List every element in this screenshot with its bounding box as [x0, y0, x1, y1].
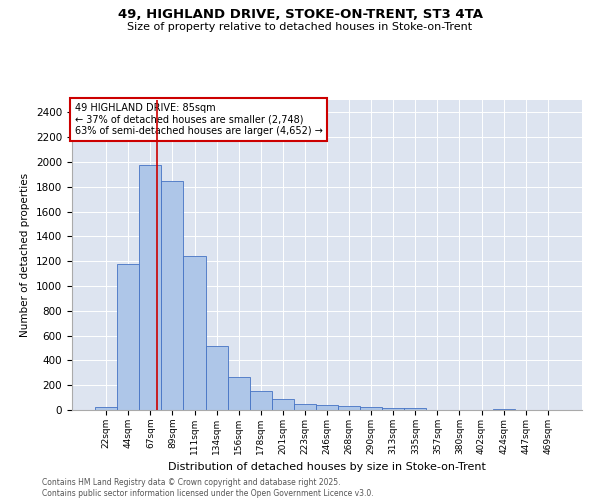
Bar	[272, 399, 294, 410]
Bar	[338, 406, 360, 410]
Text: Contains HM Land Registry data © Crown copyright and database right 2025.
Contai: Contains HM Land Registry data © Crown c…	[42, 478, 374, 498]
Bar	[206, 346, 227, 410]
Bar	[250, 391, 272, 410]
Bar	[184, 256, 206, 410]
Y-axis label: Number of detached properties: Number of detached properties	[20, 173, 31, 337]
Bar	[493, 408, 515, 410]
Bar	[227, 376, 250, 410]
Text: 49, HIGHLAND DRIVE, STOKE-ON-TRENT, ST3 4TA: 49, HIGHLAND DRIVE, STOKE-ON-TRENT, ST3 …	[118, 8, 482, 20]
Bar	[161, 180, 184, 410]
Bar	[404, 408, 427, 410]
Bar	[294, 404, 316, 410]
Bar	[139, 165, 161, 410]
Text: Size of property relative to detached houses in Stoke-on-Trent: Size of property relative to detached ho…	[127, 22, 473, 32]
Bar	[316, 405, 338, 410]
X-axis label: Distribution of detached houses by size in Stoke-on-Trent: Distribution of detached houses by size …	[168, 462, 486, 472]
Bar	[382, 408, 404, 410]
Bar	[117, 264, 139, 410]
Bar	[360, 408, 382, 410]
Bar	[95, 407, 117, 410]
Text: 49 HIGHLAND DRIVE: 85sqm
← 37% of detached houses are smaller (2,748)
63% of sem: 49 HIGHLAND DRIVE: 85sqm ← 37% of detach…	[74, 103, 322, 136]
